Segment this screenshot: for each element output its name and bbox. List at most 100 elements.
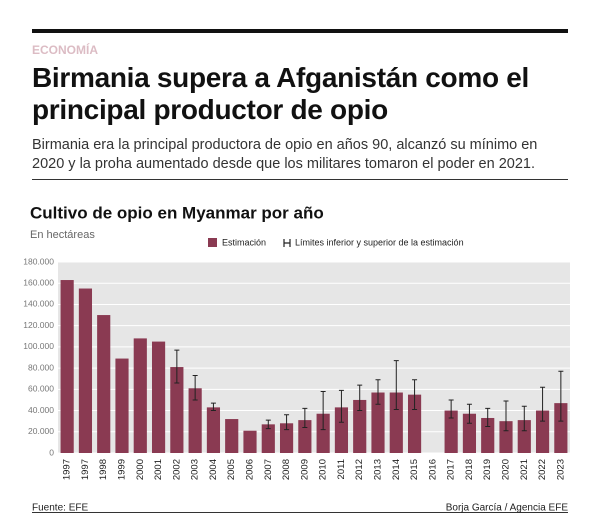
error-bar [466, 403, 472, 424]
x-tick-label: 2008 [281, 459, 292, 480]
x-tick-label: 2006 [245, 459, 256, 480]
bar [225, 419, 239, 453]
x-tick-label: 2005 [226, 459, 237, 480]
x-tick-label: 2023 [555, 459, 566, 480]
bar [151, 341, 166, 453]
error-bar [265, 419, 271, 430]
bar [407, 394, 422, 453]
x-tick-label: 1999 [117, 459, 128, 480]
x-tick-label: 2016 [427, 459, 438, 480]
bar [499, 421, 513, 453]
bar [206, 407, 221, 453]
x-tick-label: 2012 [354, 459, 365, 480]
x-tick-label: 2001 [153, 459, 164, 480]
error-bar [558, 370, 564, 422]
x-tick-label: 2019 [482, 459, 493, 480]
bar [371, 392, 385, 453]
error-bar [485, 407, 491, 427]
error-bar [375, 379, 381, 405]
x-tick-label: 2000 [135, 459, 146, 480]
bar [517, 420, 531, 453]
error-bar [521, 405, 527, 432]
x-tick-label: 2010 [318, 459, 329, 480]
bar [243, 430, 257, 453]
subtitle: Birmania era la principal productora de … [32, 137, 538, 172]
bar [462, 413, 477, 453]
bottom-rule [32, 512, 568, 513]
y-tick-label: 80.000 [28, 362, 54, 372]
bar [316, 413, 330, 453]
x-tick-label: 2018 [464, 459, 475, 480]
x-tick-label: 2009 [299, 459, 310, 480]
y-tick-label: 160.000 [23, 277, 54, 287]
bar [554, 403, 568, 453]
top-rule [32, 29, 568, 33]
error-bar [338, 389, 344, 423]
bar [444, 410, 458, 453]
bar [115, 358, 129, 453]
legend-label: Límites inferior y superior de la estima… [295, 237, 464, 247]
x-tick-label: 1998 [98, 459, 109, 480]
error-bar [210, 402, 216, 412]
bar [481, 417, 495, 453]
error-bar [302, 407, 308, 429]
error-bar [174, 349, 180, 384]
y-tick-label: 40.000 [28, 405, 54, 415]
error-bar [503, 400, 509, 432]
error-bar [540, 386, 546, 422]
error-bar [192, 375, 198, 401]
y-axis-label: En hectáreas [30, 229, 95, 241]
bar [298, 420, 312, 453]
source: Fuente: EFE [32, 503, 88, 514]
divider [32, 179, 568, 180]
headline: Birmania supera a Afganistán como el pri… [32, 62, 529, 125]
credit: Borja García / Agencia EFE [446, 503, 569, 514]
bar [353, 399, 367, 453]
x-tick-label: 2017 [446, 459, 457, 480]
y-tick-label: 0 [49, 447, 54, 457]
error-bar [357, 384, 363, 412]
y-tick-label: 100.000 [23, 341, 54, 351]
error-bar [393, 360, 399, 410]
y-tick-label: 180.000 [23, 256, 54, 266]
legend-swatch [208, 238, 217, 247]
bar [279, 423, 294, 453]
x-tick-label: 2002 [171, 459, 182, 480]
x-tick-label: 2011 [336, 459, 347, 479]
error-bar [284, 414, 290, 431]
bar [97, 315, 111, 453]
bar [261, 424, 275, 453]
bar [60, 280, 74, 453]
x-tick-label: 2004 [208, 459, 219, 480]
y-tick-label: 140.000 [23, 299, 54, 309]
x-tick-label: 2022 [537, 459, 548, 480]
x-tick-label: 2003 [190, 459, 201, 480]
bar [133, 338, 147, 453]
y-tick-label: 120.000 [23, 320, 54, 330]
bar [535, 410, 550, 453]
x-tick-label: 1997 [62, 459, 73, 480]
chart-title: Cultivo de opio en Myanmar por año [30, 203, 324, 222]
x-tick-label: 2015 [409, 459, 420, 480]
x-tick-label: 2021 [519, 459, 530, 480]
kicker: ECONOMÍA [32, 43, 98, 57]
y-tick-label: 60.000 [28, 384, 54, 394]
legend-errorbar [283, 239, 291, 247]
bar [334, 407, 349, 453]
error-bar [448, 399, 454, 419]
bar [170, 367, 184, 453]
bar [78, 288, 93, 453]
bar [188, 388, 202, 453]
x-tick-label: 1997 [80, 459, 91, 480]
error-bar [412, 379, 418, 410]
legend-label: Estimación [222, 237, 266, 247]
error-bar [320, 390, 326, 431]
x-tick-label: 2014 [391, 459, 402, 480]
x-tick-label: 2007 [263, 459, 274, 480]
bar [389, 392, 403, 453]
x-tick-label: 2020 [501, 459, 512, 480]
y-tick-label: 20.000 [28, 426, 54, 436]
x-tick-label: 2013 [373, 459, 384, 480]
